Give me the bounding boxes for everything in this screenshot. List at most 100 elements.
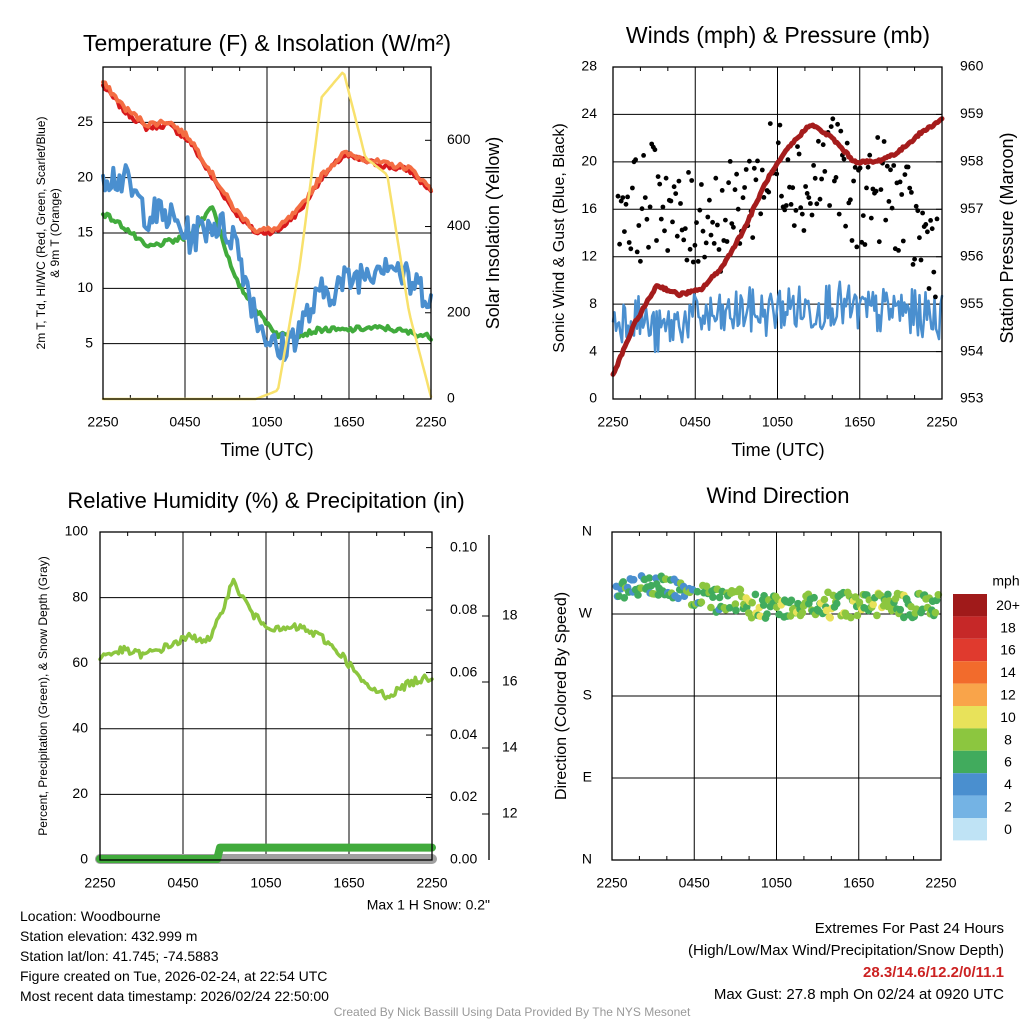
rh-series-precipitation: [96, 843, 436, 863]
rh-frame: [99, 531, 433, 861]
wind-title: Winds (mph) & Pressure (mb): [626, 22, 930, 48]
wind-gust-point: [910, 262, 916, 267]
wind-gust-point: [814, 201, 820, 207]
created-text: Figure created on Tue, 2026-02-24, at 22…: [20, 968, 328, 984]
dir-point: [732, 606, 740, 615]
dir-legend-title: mph: [992, 573, 1019, 589]
extremes-subtitle: (High/Low/Max Wind/Precipitation/Snow De…: [688, 942, 1004, 959]
wind-gust-point: [923, 222, 929, 227]
wind-gust-point: [844, 140, 850, 146]
rh-y3tick-label: 14: [502, 739, 518, 755]
wind-gust-point: [703, 240, 709, 246]
wind-series-sonic: [611, 280, 944, 354]
wind-gust-point: [647, 204, 653, 210]
dir-point: [851, 593, 860, 601]
wind-gust-point: [767, 121, 773, 126]
dir-point: [873, 611, 881, 620]
extremes-title: Extremes For Past 24 Hours: [814, 920, 1004, 937]
wind-gust-point: [819, 176, 824, 182]
dir-point: [697, 598, 706, 606]
wind-xlabel: Time (UTC): [731, 440, 824, 460]
wind-gust-point: [933, 294, 938, 300]
wind-gust-point: [639, 206, 645, 212]
wind-gust-point: [917, 235, 922, 241]
wind-gust-point: [705, 214, 711, 220]
wind-gust-point: [808, 201, 813, 206]
dir-point: [715, 593, 724, 602]
wind-gust-point: [681, 237, 687, 243]
rh-ytick-label: 0: [80, 851, 88, 867]
wind-gust-point: [848, 197, 853, 203]
wind-gust-point: [633, 157, 638, 163]
wind-gust-point: [731, 224, 736, 230]
temp-y2label: Solar Insolation (Yellow): [483, 137, 503, 329]
dir-legend-swatch: [953, 773, 987, 796]
dir-point: [896, 605, 905, 614]
dir-point: [693, 587, 702, 596]
wind-gust-point: [843, 223, 848, 229]
wind-gust-point: [891, 163, 897, 168]
wind-gust-point: [657, 181, 663, 187]
wind-gust-point: [817, 196, 823, 202]
dir-point: [934, 591, 943, 599]
wind-ylabel: Sonic Wind & Gust (Blue, Black): [551, 123, 568, 352]
dir-legend-label: 6: [1004, 754, 1012, 770]
wind-gust-point: [719, 188, 725, 193]
dir-point: [702, 582, 711, 591]
dir-point: [748, 598, 756, 607]
temp-xtick-label: 0450: [169, 414, 200, 430]
dir-point: [820, 595, 829, 604]
wind-gust-point: [766, 189, 772, 195]
dir-legend-label: 4: [1004, 776, 1012, 792]
rh-y2tick-label: 0.04: [450, 726, 477, 742]
dir-legend-swatch: [953, 594, 987, 617]
wind-gust-point: [878, 187, 884, 193]
wind-gust-point: [928, 218, 933, 223]
wind-ytick-label: 20: [581, 153, 597, 169]
dir-legend-swatch: [953, 683, 987, 706]
temp-ytick-label: 5: [85, 334, 93, 350]
wind-gust-point: [630, 185, 635, 191]
dir-point: [847, 613, 855, 622]
temp-y2tick-label: 400: [447, 217, 471, 233]
wind-gust-point: [851, 178, 856, 184]
temp-frame: [102, 66, 432, 400]
wind-gust-point: [896, 248, 901, 253]
temp-ytick-label: 20: [77, 168, 93, 184]
wind-gust-point: [838, 128, 844, 134]
wind-y2tick-label: 953: [960, 390, 984, 406]
wind-gust-point: [735, 206, 741, 212]
wind-gust-point: [864, 185, 869, 191]
wind-gust-point: [900, 238, 906, 244]
temp-y2tick-label: 200: [447, 303, 471, 319]
wind-gust-point: [833, 175, 839, 180]
wind-gust-point: [899, 192, 905, 197]
wind-gust-point: [931, 269, 937, 275]
rh-ytick-label: 40: [72, 720, 88, 736]
wind-gust-point: [777, 122, 783, 128]
wind-gust-point: [835, 121, 840, 127]
wind-gust-point: [934, 216, 940, 222]
wind-gust-point: [779, 193, 784, 199]
wind-gust-point: [623, 201, 629, 207]
dir-point: [619, 578, 627, 586]
wind-gust-point: [702, 254, 707, 260]
wind-gust-point: [873, 188, 879, 194]
dir-legend-swatch: [953, 706, 987, 729]
dir-legend-label: 0: [1004, 821, 1012, 837]
wind-frame: [612, 66, 943, 400]
wind-gust-point: [641, 153, 646, 158]
dir-point: [645, 574, 654, 582]
temp-ytick-label: 10: [77, 279, 93, 295]
dir-legend-label: 20+: [996, 597, 1020, 613]
rh-y2tick-label: 0.02: [450, 788, 477, 804]
wind-gust-point: [668, 198, 674, 204]
temp-xtick-label: 2250: [87, 414, 118, 430]
location-text: Location: Woodbourne: [20, 908, 161, 924]
rh-y3tick-label: 16: [502, 673, 518, 689]
temp-ylabel-1: 2m T, Td, HI/WC (Red, Green, Scarlet/Blu…: [34, 117, 48, 350]
wind-gust-point: [782, 207, 788, 213]
wind-gust-point: [751, 165, 757, 171]
wind-gust-point: [783, 203, 789, 208]
wind-ytick-label: 4: [589, 342, 597, 358]
